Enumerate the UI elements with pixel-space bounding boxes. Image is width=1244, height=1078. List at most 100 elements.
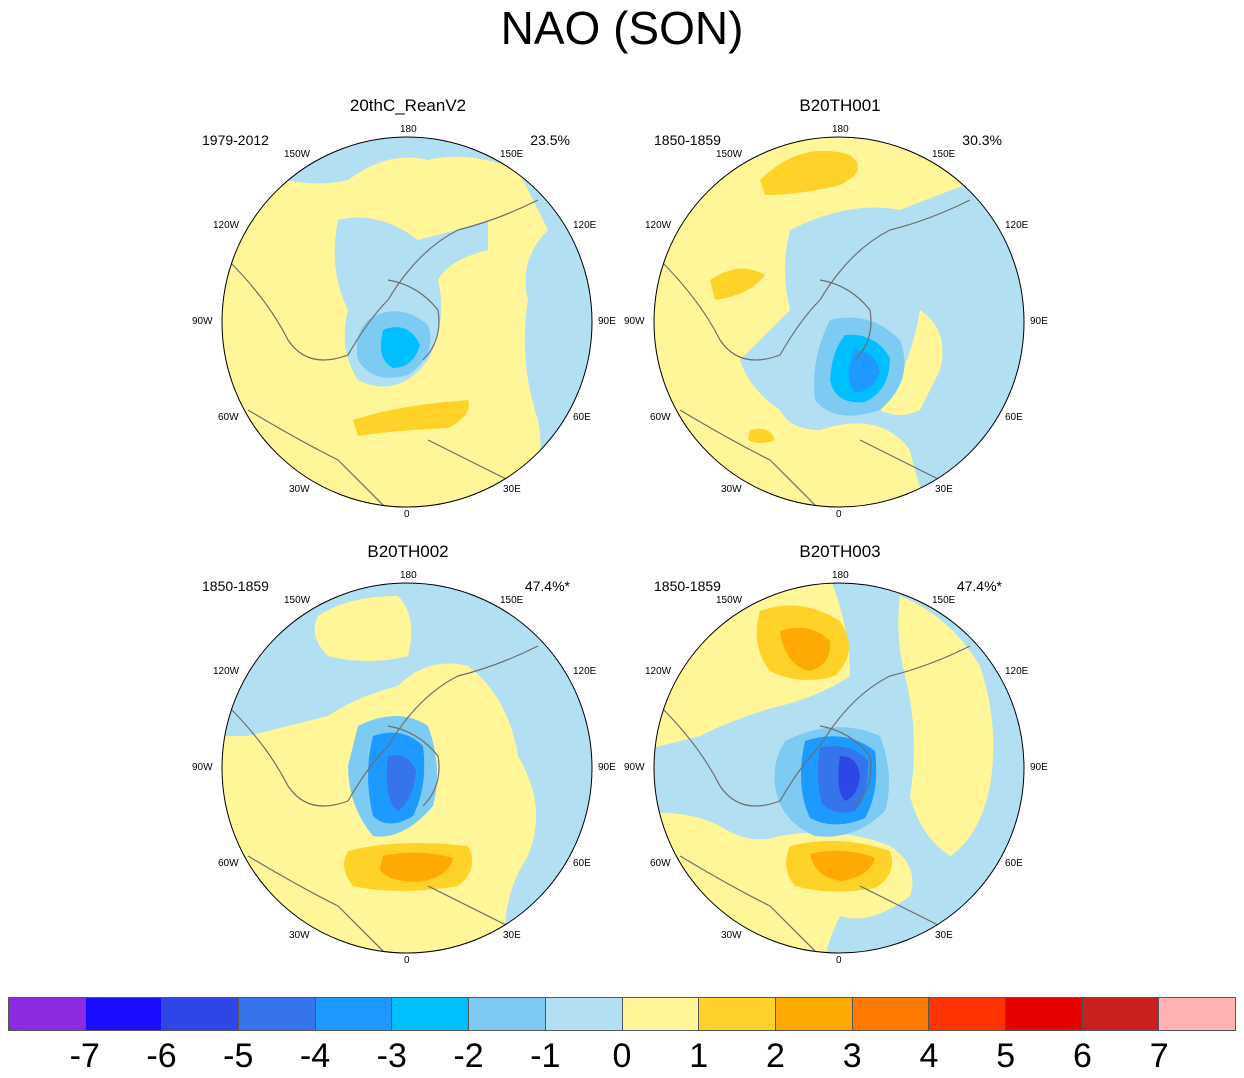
colorbar-tick-label: -6 <box>146 1037 177 1075</box>
colorbar-tick-label: -2 <box>453 1037 484 1075</box>
lon-label: 90W <box>192 762 213 773</box>
colorbar-swatch <box>929 997 1006 1031</box>
field-pos1 <box>760 150 858 195</box>
lon-label: 60E <box>1005 858 1023 869</box>
field-pos1c <box>748 428 775 443</box>
panel-variance-percent: 30.3% <box>962 132 1002 148</box>
field-zero-b <box>898 596 994 856</box>
map-panel-3: B20TH002 1850-1859 47.4%* 180 150E 120E … <box>188 542 628 996</box>
colorbar-swatch <box>1082 997 1160 1031</box>
colorbar <box>8 997 1236 1031</box>
panel-title: 20thC_ReanV2 <box>349 96 467 115</box>
colorbar-swatch <box>162 997 240 1031</box>
lon-label: 120E <box>1005 220 1029 231</box>
lon-label: 0 <box>836 955 842 966</box>
lon-label: 180 <box>400 124 417 135</box>
lon-label: 150W <box>284 149 311 160</box>
colorbar-tick-label: -1 <box>530 1037 561 1075</box>
lon-label: 120W <box>213 666 240 677</box>
lon-label: 180 <box>832 570 849 581</box>
lon-label: 30E <box>503 484 521 495</box>
lon-label: 90E <box>1030 316 1048 327</box>
figure-title: NAO (SON) <box>500 2 744 54</box>
lon-label: 30W <box>289 930 310 941</box>
colorbar-swatch <box>622 997 700 1031</box>
coastlines <box>659 199 981 507</box>
colorbar-swatch <box>315 997 393 1031</box>
panel-period: 1850-1859 <box>654 578 721 594</box>
colorbar-swatch <box>8 997 86 1031</box>
lon-label: 60W <box>218 858 239 869</box>
panel-variance-percent: 23.5% <box>530 132 570 148</box>
map-boundary <box>221 582 593 954</box>
lon-label: 90E <box>598 762 616 773</box>
colorbar-swatch <box>699 997 776 1031</box>
lon-label: 60W <box>650 858 671 869</box>
colorbar-tick-label: -4 <box>299 1037 331 1075</box>
panel-title: B20TH001 <box>799 96 881 115</box>
colorbar-tick-label: 1 <box>689 1037 709 1075</box>
panel-title: B20TH003 <box>799 542 881 561</box>
lon-label: 60E <box>573 412 591 423</box>
map-panel-1: 20thC_ReanV2 1979-2012 23.5% 180 150E 12… <box>188 96 628 550</box>
field-pos1b <box>710 268 765 300</box>
colorbar-swatch <box>545 997 623 1031</box>
map-panel-4: B20TH003 1850-1859 47.4%* 180 150E 120E <box>620 542 1060 996</box>
colorbar-swatch <box>239 997 316 1031</box>
lon-label: 0 <box>404 955 410 966</box>
polar-map <box>221 582 593 954</box>
map-panel-2: B20TH001 1850-1859 30.3% 180 150E 120E 9… <box>620 96 1060 550</box>
colorbar-tick-label: 5 <box>996 1037 1016 1075</box>
colorbar-swatch <box>85 997 163 1031</box>
polar-map <box>653 136 1025 508</box>
colorbar-tick-label: 3 <box>842 1037 862 1075</box>
lon-label: 30W <box>721 930 742 941</box>
lon-label: 120E <box>573 220 597 231</box>
colorbar-swatch <box>775 997 853 1031</box>
panel-period: 1850-1859 <box>654 132 721 148</box>
lon-label: 150E <box>500 595 524 606</box>
panel-period: 1979-2012 <box>202 132 269 148</box>
field-neg5 <box>386 755 416 811</box>
field-neg6 <box>838 756 860 801</box>
field-neg1 <box>222 583 592 953</box>
polar-map <box>221 136 593 508</box>
lon-label: 120E <box>573 666 597 677</box>
lon-label: 60E <box>1005 412 1023 423</box>
colorbar-swatch <box>469 997 546 1031</box>
lon-label: 0 <box>836 509 842 520</box>
colorbar-tick-label: 4 <box>919 1037 939 1075</box>
lon-label: 60E <box>573 858 591 869</box>
lon-label: 150E <box>932 149 956 160</box>
lon-label: 150W <box>716 149 743 160</box>
lon-label: 180 <box>400 570 417 581</box>
field-pos2 <box>380 852 453 882</box>
map-boundary <box>221 136 593 508</box>
panel-period: 1850-1859 <box>202 578 269 594</box>
lon-label: 30E <box>503 930 521 941</box>
lon-label: 30E <box>935 930 953 941</box>
lon-label: 90W <box>624 762 645 773</box>
field-pos1 <box>353 400 469 436</box>
colorbar-tick-label: 6 <box>1073 1037 1092 1075</box>
colorbar-tick-label: 0 <box>612 1037 632 1075</box>
map-boundary <box>653 582 1025 954</box>
lon-label: 60W <box>650 412 671 423</box>
colorbar-swatch <box>1005 997 1083 1031</box>
lon-label: 120W <box>213 220 240 231</box>
field-neg4 <box>848 350 880 393</box>
lon-label: 30E <box>935 484 953 495</box>
lon-label: 120E <box>1005 666 1029 677</box>
panel-variance-percent: 47.4%* <box>524 578 570 594</box>
lon-label: 150E <box>500 149 524 160</box>
lon-label: 120W <box>645 666 672 677</box>
colorbar-swatch <box>1159 997 1236 1031</box>
lon-label: 90W <box>192 316 213 327</box>
field-zero-c <box>443 703 510 790</box>
field-neg3 <box>380 327 420 368</box>
colorbar-tick-label: 2 <box>766 1037 785 1075</box>
field-pos2b <box>810 850 875 881</box>
field-zero-b <box>314 596 412 661</box>
colorbar-tick-label: -5 <box>223 1037 254 1075</box>
lon-label: 150W <box>284 595 311 606</box>
